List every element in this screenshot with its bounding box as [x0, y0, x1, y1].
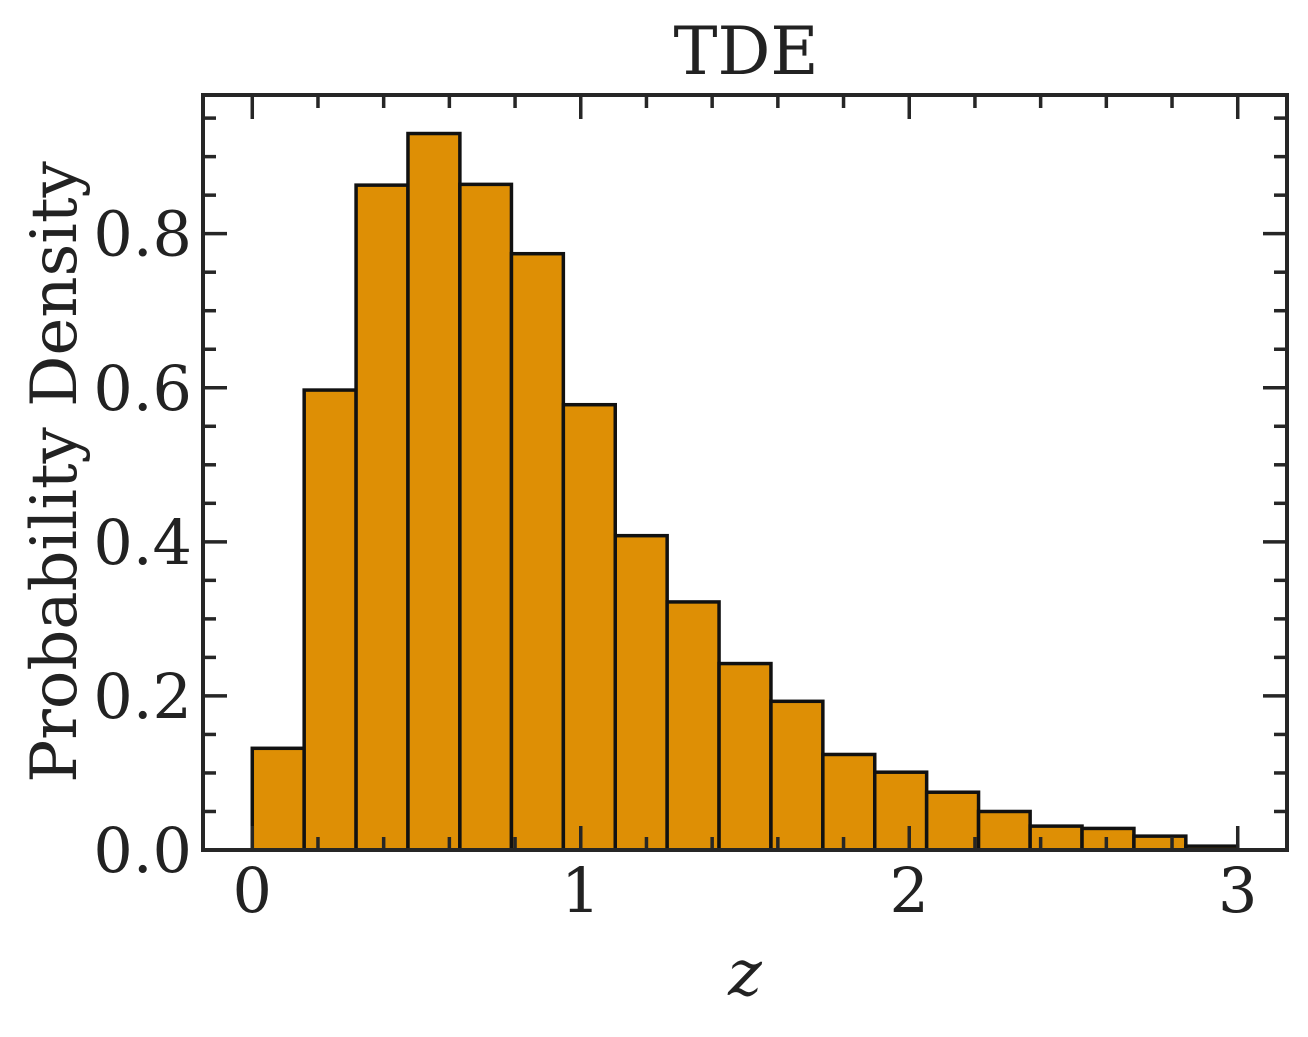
histogram-bar [924, 790, 981, 852]
histogram-bar [717, 661, 773, 852]
histogram-bar [509, 251, 566, 852]
y-axis-label: Probability Density [18, 161, 92, 783]
tick-labels-group: 0 1 2 3 0.0 0.2 0.4 0.6 0.8 [93, 198, 1257, 927]
histogram-bar [250, 746, 306, 852]
bars-group [250, 131, 1240, 852]
y-tick-label: 0.2 [93, 660, 192, 733]
x-axis-label: z [727, 937, 763, 1011]
y-tick-label: 0.0 [93, 814, 192, 887]
histogram-bar [1132, 834, 1188, 852]
histogram-bar [406, 131, 462, 852]
y-tick-label: 0.4 [93, 506, 192, 579]
histogram-bar [873, 770, 929, 852]
histogram-bar [821, 752, 877, 852]
ticks-group [203, 95, 1287, 852]
histogram-bar [665, 600, 721, 852]
histogram-bar [976, 809, 1032, 852]
x-tick-label: 1 [561, 854, 600, 927]
histogram-bar [354, 183, 410, 852]
histogram-bar [769, 699, 825, 852]
histogram-bar [458, 182, 514, 852]
plot-frame [201, 93, 1289, 852]
histogram-bar [302, 388, 358, 852]
x-tick-label: 2 [890, 854, 929, 927]
y-tick-label: 0.8 [93, 198, 192, 271]
x-tick-label: 3 [1218, 854, 1257, 927]
histogram-bar [613, 533, 669, 852]
histogram-bar [1028, 824, 1084, 852]
x-tick-label: 0 [233, 854, 272, 927]
chart-title: TDE [673, 13, 818, 90]
y-tick-label: 0.6 [93, 352, 192, 425]
histogram-bar [561, 402, 617, 852]
